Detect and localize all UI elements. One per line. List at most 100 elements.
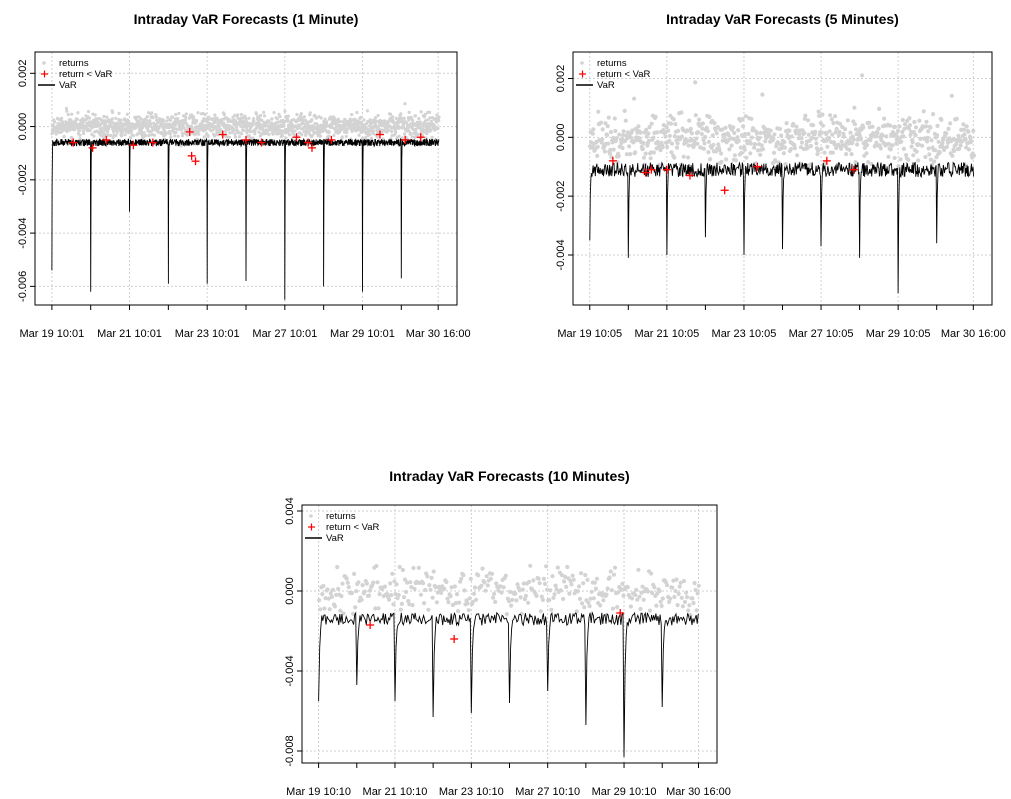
return-point (777, 126, 783, 131)
x-tick-label: Mar 21 10:05 (634, 328, 699, 340)
return-point (329, 594, 334, 599)
x-tick-label: Mar 29 10:10 (592, 786, 657, 798)
return-point (377, 592, 382, 597)
return-point (470, 599, 475, 604)
y-tick-label: 0.002 (555, 65, 567, 93)
breach-marker (450, 635, 459, 643)
return-point (848, 130, 853, 135)
return-point (240, 132, 244, 136)
return-point (673, 588, 678, 594)
return-point (389, 137, 393, 141)
y-tick-label: -0.008 (284, 735, 296, 766)
breach-marker (416, 133, 425, 142)
return-point (784, 121, 789, 126)
return-point (813, 129, 818, 134)
return-point (397, 564, 402, 570)
return-point (666, 128, 671, 133)
return-point (571, 577, 576, 582)
return-point (513, 591, 518, 596)
return-point (314, 116, 318, 120)
return-point (260, 118, 264, 122)
return-point (672, 594, 677, 600)
return-point (68, 128, 72, 132)
return-point (753, 142, 758, 147)
return-point (664, 125, 669, 130)
return-point (630, 128, 635, 133)
return-point (895, 128, 900, 134)
return-point (861, 125, 866, 130)
return-point (103, 132, 107, 136)
breach-marker (218, 130, 227, 139)
return-point (472, 585, 478, 590)
return-point (210, 123, 215, 127)
return-point (373, 116, 378, 120)
return-point (921, 109, 926, 114)
return-point (123, 133, 127, 137)
return-point (697, 117, 702, 122)
return-point (76, 111, 80, 115)
return-point (827, 129, 832, 134)
return-point (428, 110, 432, 114)
return-point (387, 597, 392, 602)
return-point (482, 580, 487, 585)
return-point (931, 112, 936, 117)
return-point (640, 584, 645, 589)
return-point (875, 131, 880, 136)
breach-marker (641, 168, 650, 177)
return-point (744, 155, 749, 160)
return-point (310, 133, 314, 137)
return-point (678, 580, 683, 585)
return-point (542, 581, 548, 586)
return-point (589, 589, 594, 594)
return-point (763, 139, 768, 144)
return-point (686, 155, 691, 160)
return-point (328, 591, 333, 596)
return-point (215, 116, 219, 120)
return-point (671, 117, 676, 122)
return-point (398, 607, 403, 612)
return-point (714, 131, 719, 136)
return-point (340, 135, 344, 139)
return-point (142, 131, 146, 135)
chart-svg: Intraday VaR Forecasts (1 Minute) -0.006 -… (17, 11, 471, 340)
return-point (948, 121, 953, 126)
return-point (791, 121, 796, 127)
return-point (906, 157, 911, 162)
return-point (616, 590, 621, 595)
return-point (317, 126, 321, 130)
return-point (695, 141, 700, 146)
return-point (687, 118, 692, 123)
return-point (410, 603, 415, 608)
return-point (873, 134, 878, 139)
return-point (416, 565, 421, 570)
return-point (651, 135, 656, 140)
return-point (605, 586, 610, 591)
return-point (694, 608, 699, 613)
return-point (173, 134, 177, 138)
return-point (900, 129, 905, 135)
return-point (907, 123, 913, 128)
return-point (551, 595, 556, 600)
breach-marker (662, 165, 671, 174)
return-point (706, 150, 711, 155)
return-point (421, 581, 426, 586)
x-tick-label: Mar 30 16:00 (406, 328, 471, 340)
return-point (484, 574, 489, 579)
y-tick-label: -0.004 (555, 239, 567, 270)
return-point (351, 611, 356, 616)
return-point (180, 131, 184, 135)
return-point (620, 145, 625, 151)
return-point (691, 600, 696, 606)
breach-marker (242, 135, 250, 144)
return-point (808, 162, 813, 167)
return-point (892, 155, 897, 161)
return-point (595, 153, 600, 158)
return-point (655, 130, 660, 135)
return-point (616, 154, 621, 159)
return-point (190, 127, 194, 131)
return-point (236, 113, 240, 117)
return-point (244, 119, 248, 124)
return-point (942, 147, 947, 152)
return-point (117, 111, 121, 115)
return-point (606, 141, 611, 146)
